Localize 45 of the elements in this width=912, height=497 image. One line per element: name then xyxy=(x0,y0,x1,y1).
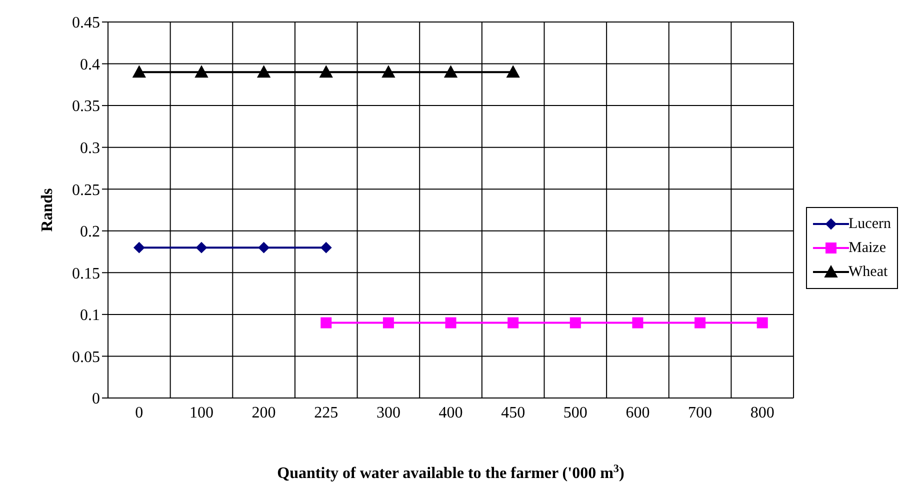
point xyxy=(382,317,394,328)
point xyxy=(382,66,395,78)
x-tick-label: 600 xyxy=(626,404,650,422)
x-tick-label: 450 xyxy=(501,404,526,422)
y-tick-label: 0.4 xyxy=(80,56,100,74)
point xyxy=(134,242,145,254)
point xyxy=(258,242,270,254)
x-axis-title: Quantity of water available to the farmer ('000 m$^{3}$) xyxy=(277,463,624,482)
point xyxy=(444,66,458,78)
y-tick-label: 0.15 xyxy=(72,265,100,282)
y-tick-label: 0.45 xyxy=(72,14,100,32)
legend-label: Maize xyxy=(848,240,886,256)
point xyxy=(632,317,644,328)
point xyxy=(194,66,208,78)
x-tick-label: 800 xyxy=(750,404,774,422)
y-axis-title: Rands xyxy=(39,188,56,232)
x-tick-label: 400 xyxy=(438,404,463,422)
point xyxy=(132,66,146,78)
point xyxy=(320,317,332,328)
x-tick-label: 200 xyxy=(252,404,276,422)
x-tick-label: 700 xyxy=(688,404,712,422)
x-tick-label: 225 xyxy=(314,404,338,422)
y-tick-label: 0.2 xyxy=(80,224,100,241)
y-tick-label: 0.05 xyxy=(72,348,100,366)
legend-label: Lucern xyxy=(848,216,891,232)
y-tick-label: 0.25 xyxy=(72,182,100,199)
x-tick-label: 300 xyxy=(376,404,400,422)
point xyxy=(570,317,581,328)
legend-label: Wheat xyxy=(848,264,888,280)
point xyxy=(508,317,519,328)
x-tick-label: 100 xyxy=(189,404,214,422)
x-tick-label: 500 xyxy=(563,404,588,422)
point xyxy=(756,317,768,328)
y-tick-label: 0.3 xyxy=(80,140,100,158)
point xyxy=(506,66,520,78)
y-tick-label: 0.35 xyxy=(72,98,100,116)
y-tick-label: 0.1 xyxy=(80,307,100,324)
point xyxy=(320,242,332,254)
point xyxy=(320,66,333,78)
y-tick-label: 0 xyxy=(92,390,100,408)
point xyxy=(694,317,706,328)
point xyxy=(445,317,456,328)
point xyxy=(257,66,270,78)
point xyxy=(196,242,207,254)
x-tick-label: 0 xyxy=(135,404,144,422)
